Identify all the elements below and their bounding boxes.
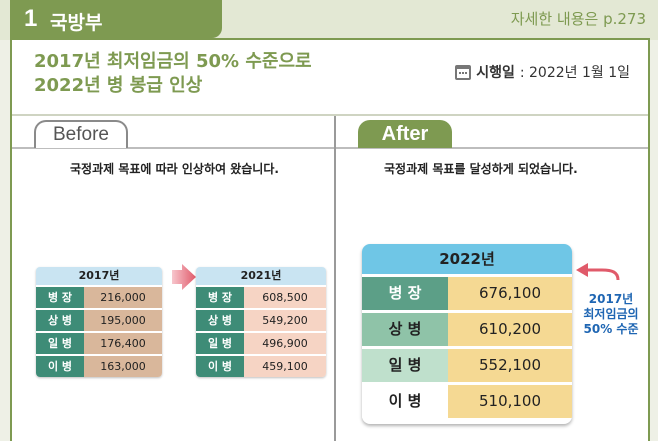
table-row: 일 병 496,900 <box>196 331 326 354</box>
table-2022-header: 2022년 <box>362 244 572 274</box>
table-2021-header: 2021년 <box>196 267 326 285</box>
table-row: 상 병 549,200 <box>196 308 326 331</box>
table-row: 병 장 216,000 <box>36 285 162 308</box>
rank-cell: 상 병 <box>362 313 448 346</box>
pay-cell: 510,100 <box>448 385 572 418</box>
ministry-name: 국방부 <box>50 12 103 34</box>
table-row: 일 병 176,400 <box>36 331 162 354</box>
table-row: 이 병 163,000 <box>36 354 162 377</box>
table-row: 일 병 552,100 <box>362 346 572 382</box>
pay-cell: 176,400 <box>84 333 162 354</box>
title-line-1: 2017년 최저임금의 50% 수준으로 <box>34 51 312 72</box>
rank-cell: 상 병 <box>36 310 84 331</box>
table-row: 이 병 510,100 <box>362 382 572 418</box>
pay-cell: 608,500 <box>244 287 326 308</box>
after-tab-line <box>336 147 648 149</box>
rank-cell: 일 병 <box>196 333 244 354</box>
callout-line-1: 2017년 <box>588 292 634 306</box>
page-title: 2017년 최저임금의 50% 수준으로 2022년 병 봉급 인상 <box>34 50 312 98</box>
table-2022: 2022년 병 장 676,100 상 병 610,200 일 병 552,100 이… <box>362 244 572 424</box>
effective-date-value: : 2022년 1월 1일 <box>519 65 630 81</box>
pay-cell: 549,200 <box>244 310 326 331</box>
rank-cell: 이 병 <box>36 356 84 377</box>
table-2017-header: 2017년 <box>36 267 162 285</box>
callout-line-3: 50% 수준 <box>583 322 639 336</box>
pay-cell: 496,900 <box>244 333 326 354</box>
table-row: 상 병 610,200 <box>362 310 572 346</box>
rank-cell: 병 장 <box>36 287 84 308</box>
table-row: 이 병 459,100 <box>196 354 326 377</box>
calendar-icon <box>455 64 472 80</box>
rank-cell: 일 병 <box>362 349 448 382</box>
rank-cell: 이 병 <box>362 385 448 418</box>
rank-cell: 이 병 <box>196 356 244 377</box>
panel-divider <box>334 116 336 441</box>
pointer-arrow-icon <box>576 263 620 281</box>
page-reference: 자세한 내용은 p.273 <box>510 10 646 28</box>
title-line-2: 2022년 병 봉급 인상 <box>34 75 203 96</box>
table-2021: 2021년 병 장 608,500 상 병 549,200 일 병 496,900 이… <box>196 267 326 377</box>
right-arrow-icon <box>172 264 196 290</box>
effective-date-label: 시행일 <box>476 65 515 81</box>
pay-cell: 163,000 <box>84 356 162 377</box>
table-row: 상 병 195,000 <box>36 308 162 331</box>
after-note: 국정과제 목표를 달성하게 되었습니다. <box>384 162 578 176</box>
before-tab-line <box>12 147 334 149</box>
section-tab: 1 국방부 <box>10 0 222 38</box>
pay-cell: 195,000 <box>84 310 162 331</box>
pay-cell: 676,100 <box>448 277 572 310</box>
table-2017: 2017년 병 장 216,000 상 병 195,000 일 병 176,400 이… <box>36 267 162 377</box>
before-note: 국정과제 목표에 따라 인상하여 왔습니다. <box>70 162 279 176</box>
table-row: 병 장 608,500 <box>196 285 326 308</box>
pay-cell: 552,100 <box>448 349 572 382</box>
rank-cell: 병 장 <box>196 287 244 308</box>
before-tab: Before <box>34 120 128 148</box>
header-divider <box>12 114 648 116</box>
table-row: 병 장 676,100 <box>362 274 572 310</box>
rank-cell: 일 병 <box>36 333 84 354</box>
pay-cell: 216,000 <box>84 287 162 308</box>
pay-cell: 459,100 <box>244 356 326 377</box>
callout-text: 2017년 최저임금의 50% 수준 <box>574 292 648 337</box>
rank-cell: 상 병 <box>196 310 244 331</box>
after-tab: After <box>358 120 452 148</box>
content-card: 2017년 최저임금의 50% 수준으로 2022년 병 봉급 인상 시행일 :… <box>10 38 650 441</box>
after-panel: After 국정과제 목표를 달성하게 되었습니다. 2022년 병 장 676,… <box>336 116 648 441</box>
rank-cell: 병 장 <box>362 277 448 310</box>
callout-line-2: 최저임금의 <box>583 307 639 321</box>
pay-cell: 610,200 <box>448 313 572 346</box>
effective-date: 시행일 : 2022년 1월 1일 <box>455 62 630 82</box>
section-number: 1 <box>24 5 38 32</box>
